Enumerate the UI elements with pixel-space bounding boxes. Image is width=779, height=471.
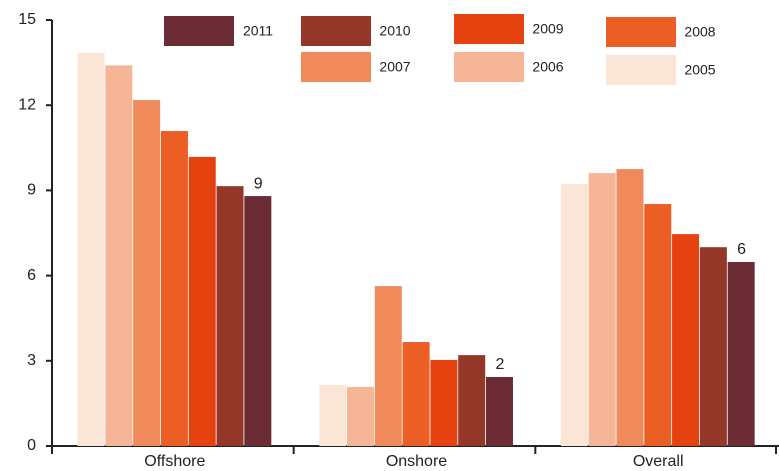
- bar: [672, 234, 700, 446]
- legend-label: 2007: [379, 59, 410, 75]
- bar: [319, 384, 347, 446]
- data-label: 2: [495, 356, 504, 373]
- bar: [188, 156, 216, 446]
- data-label: 9: [254, 175, 263, 192]
- y-tick-label: 15: [18, 11, 36, 28]
- legend-swatch: [454, 52, 524, 82]
- data-label: 6: [737, 241, 746, 258]
- y-tick-label: 12: [18, 96, 36, 113]
- bar: [216, 186, 244, 446]
- bar: [347, 386, 374, 446]
- legend-swatch: [301, 16, 371, 46]
- legend-swatch: [164, 16, 234, 46]
- legend-swatch: [454, 14, 524, 44]
- y-tick-label: 9: [27, 182, 36, 199]
- x-tick-label: Onshore: [386, 453, 447, 470]
- bar: [244, 196, 272, 446]
- legend-label: 2006: [532, 59, 563, 75]
- bar: [727, 261, 755, 446]
- bar: [560, 183, 588, 447]
- bar: [644, 204, 672, 446]
- legend-label: 2008: [684, 24, 715, 40]
- bar: [77, 52, 105, 446]
- y-tick-label: 6: [27, 267, 36, 284]
- legend-swatch: [301, 52, 371, 82]
- x-tick-label: Offshore: [144, 453, 205, 470]
- legend-label: 2009: [532, 21, 563, 37]
- legend-label: 2005: [684, 62, 715, 78]
- legend-label: 2011: [243, 23, 273, 39]
- bar: [458, 355, 486, 446]
- bar: [374, 286, 402, 446]
- bar: [133, 100, 161, 446]
- bar: [616, 169, 644, 446]
- x-tick-label: Overall: [633, 453, 684, 470]
- legend-swatch: [606, 17, 676, 47]
- bar: [160, 131, 188, 446]
- bar: [105, 65, 133, 446]
- y-tick-label: 0: [27, 437, 36, 454]
- legend-swatch: [606, 55, 676, 85]
- y-tick-label: 3: [27, 352, 36, 369]
- bar: [588, 173, 616, 447]
- bar: [430, 359, 458, 446]
- bar: [486, 376, 513, 446]
- legend-label: 2010: [379, 23, 410, 39]
- bar: [699, 247, 727, 446]
- bar: [402, 342, 430, 446]
